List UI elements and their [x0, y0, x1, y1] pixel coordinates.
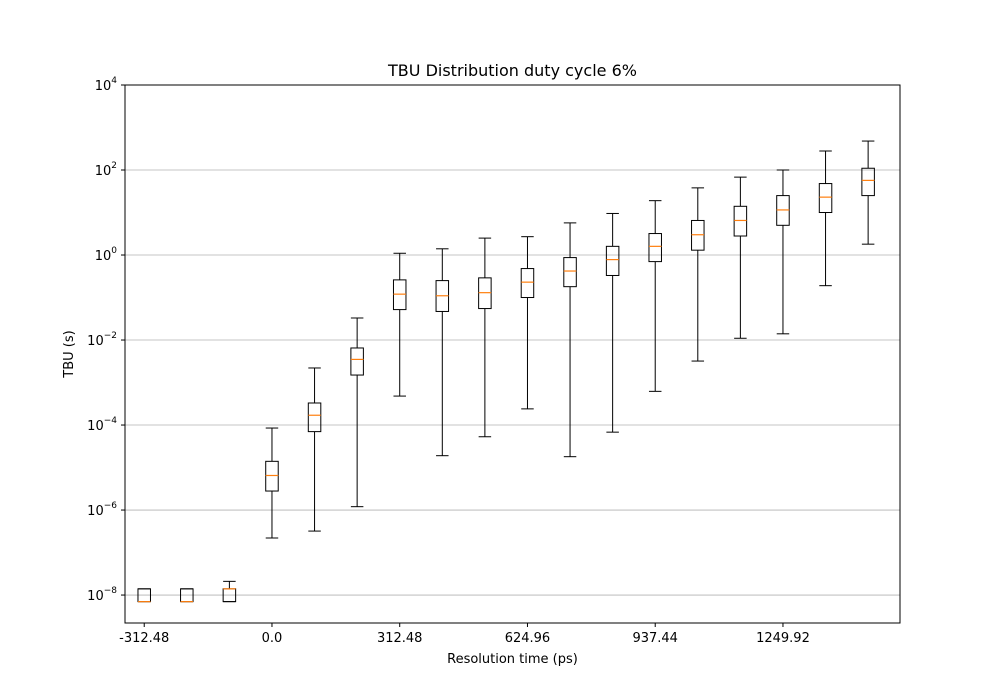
y-tick-label: 10−2	[87, 331, 117, 349]
box-iqr	[818, 183, 833, 214]
box	[648, 200, 662, 392]
box	[733, 176, 748, 339]
x-tick-label: 937.44	[632, 631, 678, 646]
y-tick-label: 104	[95, 76, 118, 94]
box	[137, 588, 151, 603]
y-tick-label: 10−4	[87, 416, 117, 434]
box	[350, 317, 364, 508]
x-tick-label: 1249.92	[756, 631, 810, 646]
x-axis-label: Resolution time (ps)	[447, 652, 578, 667]
box-iqr	[350, 347, 364, 376]
box-iqr	[307, 402, 322, 433]
x-axis-ticks: -312.48 0.0 312.48 624.96 937.44 1249.92	[119, 623, 810, 646]
chart-title: TBU Distribution duty cycle 6%	[387, 61, 637, 80]
box	[180, 588, 194, 603]
box-iqr	[733, 205, 748, 237]
y-tick-label: 100	[95, 246, 118, 264]
box	[265, 427, 279, 539]
y-tick-label: 102	[95, 161, 117, 179]
y-axis-label: TBU (s)	[62, 330, 77, 378]
box	[605, 212, 620, 433]
y-tick-label: 10−6	[87, 501, 117, 519]
box-iqr	[648, 233, 662, 263]
y-axis-ticks: 10−8 10−6 10−4 10−2 100 102 104	[87, 76, 125, 604]
box-iqr	[861, 167, 875, 197]
x-tick-label: -312.48	[119, 631, 169, 646]
box-iqr	[265, 460, 279, 492]
box-iqr	[520, 268, 535, 299]
box	[818, 150, 833, 287]
box	[520, 236, 535, 410]
box	[222, 580, 237, 603]
x-tick-label: 0.0	[262, 631, 283, 646]
box	[392, 252, 407, 397]
plot-area-frame	[124, 84, 901, 624]
box-series	[137, 140, 875, 603]
box-iqr	[563, 257, 577, 288]
box	[861, 140, 875, 245]
box	[435, 248, 450, 457]
box	[691, 187, 705, 362]
box	[478, 237, 492, 438]
box	[307, 367, 322, 532]
box	[776, 169, 790, 335]
x-tick-label: 624.96	[505, 631, 551, 646]
y-tick-label: 10−8	[87, 586, 117, 604]
x-tick-label: 312.48	[377, 631, 423, 646]
box-iqr	[605, 245, 620, 276]
box	[563, 222, 577, 458]
